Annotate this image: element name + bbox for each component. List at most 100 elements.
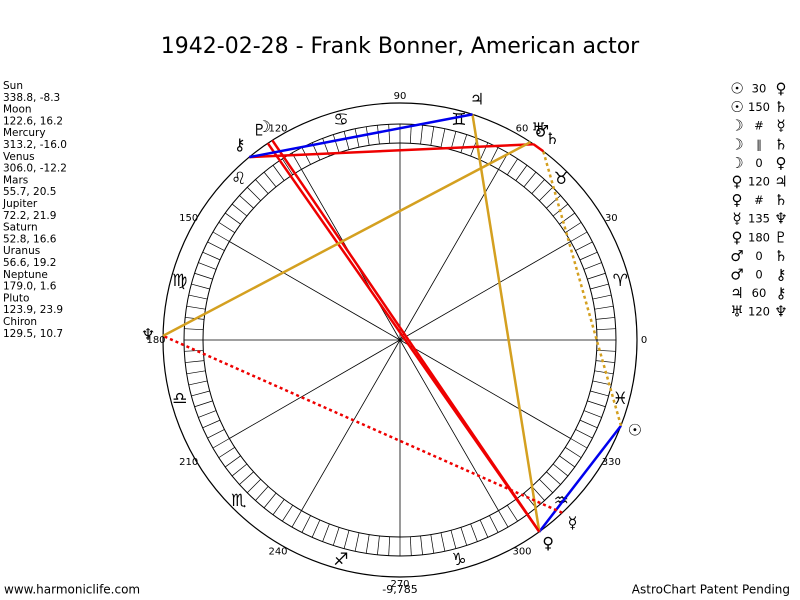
planet-position: 72.2, 21.9 xyxy=(3,210,56,222)
ring-tick xyxy=(430,126,435,146)
aspect-line xyxy=(266,142,541,533)
aspect-planet-2: ♃ xyxy=(774,173,787,191)
ring-tick xyxy=(247,187,261,201)
ring-tick xyxy=(185,360,205,363)
ring-tick xyxy=(523,171,537,188)
ring-tick xyxy=(546,195,561,209)
ring-tick xyxy=(579,419,598,429)
ring-tick xyxy=(343,530,350,549)
ring-tick xyxy=(575,241,593,251)
planet-name: Pluto xyxy=(3,292,29,304)
planet-glyph: ♀ xyxy=(542,533,554,552)
aspect-angle: 0 xyxy=(755,156,762,170)
ring-tick xyxy=(539,187,553,201)
aspect-angle: 30 xyxy=(752,82,767,96)
degree-label: 0 xyxy=(641,335,647,346)
planet-name: Chiron xyxy=(3,316,37,328)
ring-tick xyxy=(440,128,446,148)
ring-tick xyxy=(365,126,370,146)
ring-tick xyxy=(202,419,221,429)
aspect-angle: 120 xyxy=(748,175,770,189)
planet-glyph: ☽ xyxy=(257,117,271,136)
aspect-planet-2: ♄ xyxy=(774,247,787,265)
planet-glyph: ♇ xyxy=(252,120,266,139)
planet-position: 338.8, -8.3 xyxy=(3,92,60,104)
ring-tick xyxy=(212,438,230,449)
aspect-planet-1: ♅ xyxy=(730,303,743,321)
ring-tick xyxy=(420,535,423,555)
aspect-angle: 180 xyxy=(748,230,770,244)
aspect-planet-2: ♀ xyxy=(776,80,787,98)
ring-tick xyxy=(272,165,285,181)
ring-tick xyxy=(191,283,210,290)
ring-tick xyxy=(354,532,360,552)
ring-tick xyxy=(470,523,478,542)
sign-glyph: ♏ xyxy=(231,491,246,511)
ring-tick xyxy=(559,455,575,468)
aspect-line xyxy=(162,334,563,514)
aspect-angle: # xyxy=(754,119,764,133)
degree-label: 180 xyxy=(146,335,165,346)
ring-tick xyxy=(263,492,277,509)
spoke xyxy=(399,241,571,341)
aspect-planet-1: ♀ xyxy=(732,173,743,191)
aspect-planet-1: ☉ xyxy=(730,80,743,98)
degree-label: 30 xyxy=(605,213,618,224)
aspect-line xyxy=(249,142,534,159)
aspect-planet-2: ♄ xyxy=(774,98,787,116)
ring-tick xyxy=(489,515,499,533)
ring-tick xyxy=(191,390,210,397)
ring-tick xyxy=(354,128,360,148)
aspect-planet-1: ☽ xyxy=(730,117,743,135)
ring-tick xyxy=(186,305,206,310)
degree-label: 330 xyxy=(602,457,621,468)
ring-tick xyxy=(198,262,217,270)
ring-tick xyxy=(388,536,391,556)
ring-tick xyxy=(218,447,235,458)
ring-tick xyxy=(594,370,614,375)
planet-position: 122.6, 16.2 xyxy=(3,115,63,127)
spoke xyxy=(399,339,499,511)
sign-glyph: ♋ xyxy=(333,110,348,130)
ring-tick xyxy=(430,534,435,554)
ring-tick xyxy=(590,390,609,397)
degree-label: 90 xyxy=(394,91,407,102)
aspect-angle: 120 xyxy=(748,305,770,319)
planet-position: 56.6, 19.2 xyxy=(3,257,56,269)
aspect-planet-2: ☿ xyxy=(776,117,785,135)
ring-tick xyxy=(570,438,588,449)
aspect-planet-1: ♀ xyxy=(732,228,743,246)
ring-tick xyxy=(207,429,225,439)
planet-glyph: ♄ xyxy=(545,129,559,148)
sign-glyph: ♊ xyxy=(451,110,466,130)
aspect-planet-1: ☿ xyxy=(732,210,741,228)
ring-tick xyxy=(239,471,254,485)
title: 1942-02-28 - Frank Bonner, American acto… xyxy=(161,34,640,59)
degree-label: 150 xyxy=(179,213,198,224)
outer-circle xyxy=(162,102,638,578)
degree-label: 210 xyxy=(179,457,198,468)
planet-glyph: ♆ xyxy=(141,325,155,344)
sign-glyph: ♓ xyxy=(613,389,628,409)
aspect-planet-2: ♆ xyxy=(774,303,787,321)
aspect-planet-2: ♇ xyxy=(774,228,787,246)
ring-tick xyxy=(388,124,391,144)
sign-glyph: ♐ xyxy=(333,550,348,570)
ring-tick xyxy=(450,530,457,549)
planet-name: Jupiter xyxy=(2,198,38,210)
wheel: 0 30 60 90 120 150 180 210 240 270 300 330 ♈ ♉ ♊ ♋ ♌ ♍ ♎ ♏ ♐… xyxy=(141,90,647,590)
ring-tick xyxy=(263,171,277,188)
planet-name: Mercury xyxy=(3,127,46,139)
ring-tick xyxy=(592,294,612,300)
ring-tick xyxy=(595,317,615,320)
ring-tick xyxy=(420,125,423,145)
spoke xyxy=(229,241,401,341)
aspect-planet-1: ☉ xyxy=(730,98,743,116)
spoke xyxy=(399,339,571,439)
ring-tick xyxy=(247,479,261,493)
aspect-line xyxy=(532,143,545,153)
aspect-line xyxy=(249,113,473,159)
aspect-planet-1: ♃ xyxy=(730,284,743,302)
degree-label: 60 xyxy=(516,124,529,135)
